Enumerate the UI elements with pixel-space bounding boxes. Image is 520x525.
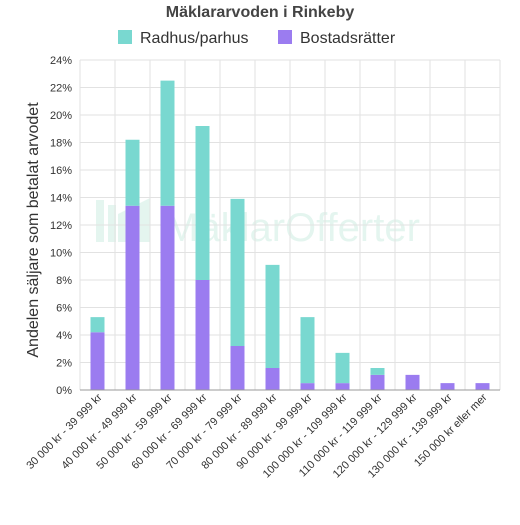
y-tick-label: 20% (50, 110, 72, 122)
bar-segment-radhus-parhus (370, 368, 385, 375)
legend-label: Bostadsrätter (300, 30, 396, 47)
chart-title: Mäklararvoden i Rinkeby (166, 4, 355, 21)
bar-segment-radhus-parhus (230, 198, 245, 346)
legend-swatch (118, 30, 132, 44)
y-axis-label: Andelen säljare som betalat arvodet (25, 102, 42, 358)
bar-segment-radhus-parhus (265, 264, 280, 368)
y-axis: 0% 2% 4% 6% 8% 10% 12% 14% 16% 18% 20% 22% 24% (50, 55, 72, 397)
bars (90, 80, 490, 390)
watermark: MäklarOfferter (96, 198, 420, 250)
bar-segment-radhus-parhus (195, 126, 210, 280)
bar-segment-radhus-parhus (125, 139, 140, 206)
y-tick-label: 10% (50, 248, 72, 260)
y-tick-label: 14% (50, 193, 72, 205)
bar-segment-bostadsratter (160, 205, 175, 390)
y-tick-label: 22% (50, 83, 72, 95)
y-tick-label: 6% (56, 303, 72, 315)
bar-segment-radhus-parhus (90, 317, 105, 333)
bar-segment-bostadsratter (125, 205, 140, 390)
bar-segment-bostadsratter (370, 374, 385, 390)
y-tick-label: 0% (56, 385, 72, 397)
bar-segment-bostadsratter (300, 383, 315, 390)
y-tick-label: 4% (56, 330, 72, 342)
y-tick-label: 8% (56, 275, 72, 287)
y-tick-label: 2% (56, 358, 72, 370)
bar-segment-bostadsratter (90, 332, 105, 390)
grid (79, 59, 501, 391)
bar-segment-radhus-parhus (300, 317, 315, 384)
bar-segment-bostadsratter (195, 280, 210, 390)
bar-segment-radhus-parhus (160, 80, 175, 206)
bar-segment-bostadsratter (475, 383, 490, 390)
bar-segment-bostadsratter (440, 383, 455, 390)
y-tick-label: 24% (50, 55, 72, 67)
y-tick-label: 12% (50, 220, 72, 232)
bar-segment-bostadsratter (230, 346, 245, 390)
legend-swatch (278, 30, 292, 44)
y-tick-label: 18% (50, 138, 72, 150)
bar-segment-radhus-parhus (335, 352, 350, 384)
y-tick-label: 16% (50, 165, 72, 177)
legend: Radhus/parhus Bostadsrätter (118, 30, 396, 47)
bar-segment-bostadsratter (265, 368, 280, 390)
legend-label: Radhus/parhus (140, 30, 249, 47)
watermark-logo-bar-mid (108, 205, 116, 242)
bar-segment-bostadsratter (405, 374, 420, 390)
watermark-logo-bar-left (96, 200, 104, 242)
bar-segment-bostadsratter (335, 383, 350, 390)
